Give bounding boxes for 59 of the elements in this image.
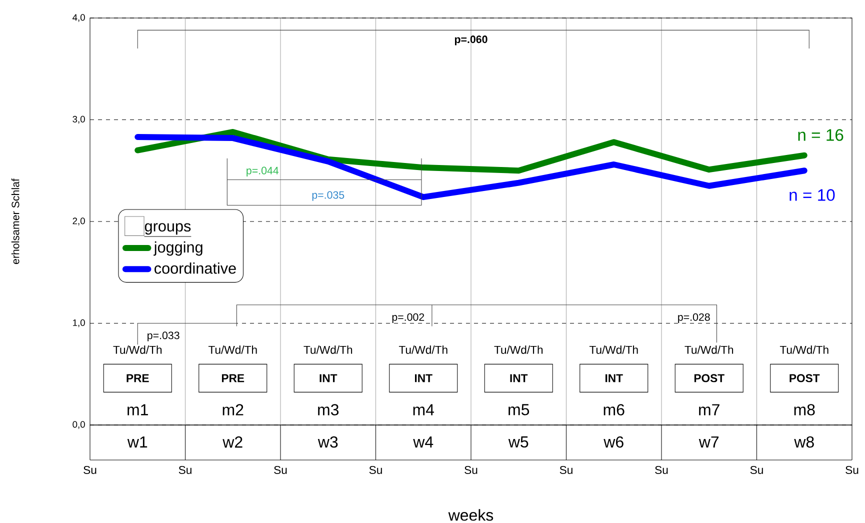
annotation: Tu/Wd/Th [304,346,352,354]
x-tick-label: w2 [222,436,242,448]
text: Su [846,466,858,474]
x-tick-label: w7 [698,436,719,448]
annotation: m5 [508,404,530,416]
x-tick-label: w5 [508,436,528,448]
y-axis-title: erholsamer Schlaf [11,178,20,264]
annotation: m3 [318,404,339,416]
x-tick-label: w8 [794,436,814,448]
annotation: Tu/Wd/Th [398,346,448,354]
annotation: POST [790,374,820,382]
annotation: POST [694,374,724,382]
annotation: m7 [699,404,720,416]
annotation: m6 [604,404,624,416]
annotation: Tu/Wd/Th [684,346,734,354]
annotation: Tu/Wd/Th [589,346,638,354]
annotation: Tu/Wd/Th [494,346,543,354]
text: Su [750,466,763,474]
annotation: INT [415,374,432,382]
annotation: p=.060 [454,36,488,46]
annotation: n = 16 [798,129,844,141]
legend-label: coordinative [154,262,236,274]
legend-title: groups [144,223,191,235]
annotation: INT [510,374,528,382]
x-tick-label: w1 [127,436,148,448]
text: Su [464,466,478,474]
annotation: INT [320,374,338,382]
text: Su [84,466,96,474]
y-tick-label: 1,0 [73,319,85,328]
annotation: PRE [222,374,244,382]
annotation: n = 10 [790,189,835,201]
annotation: INT [605,374,623,382]
annotation: p=.028 [678,313,710,323]
x-tick-label: w4 [413,436,434,448]
annotation: m4 [413,404,434,416]
annotation: p=.033 [148,332,180,342]
annotation: Tu/Wd/Th [780,346,828,354]
y-tick-label: 0,0 [72,421,85,429]
x-tick-label: w6 [604,436,624,448]
annotation: PRE [126,374,149,382]
y-tick-label: 2,0 [72,218,85,226]
annotation: m1 [128,404,148,416]
text: Su [178,466,192,474]
legend-label: jogging [154,241,202,256]
annotation: m8 [794,404,815,416]
annotation: p=.002 [392,313,424,323]
text: Su [655,466,668,474]
annotation: Tu/Wd/Th [113,346,162,354]
annotation: m2 [222,404,244,416]
text: Su [274,466,287,474]
y-tick-label: 4,0 [72,14,85,22]
y-tick-label: 3,0 [72,116,85,124]
x-axis-title: weeks [448,509,494,521]
annotation: p=.035 [312,191,344,201]
annotation: p=.044 [246,166,279,176]
annotation: Tu/Wd/Th [208,346,257,354]
text: Su [560,466,572,474]
x-tick-label: w3 [318,436,338,448]
text: Su [369,466,382,474]
